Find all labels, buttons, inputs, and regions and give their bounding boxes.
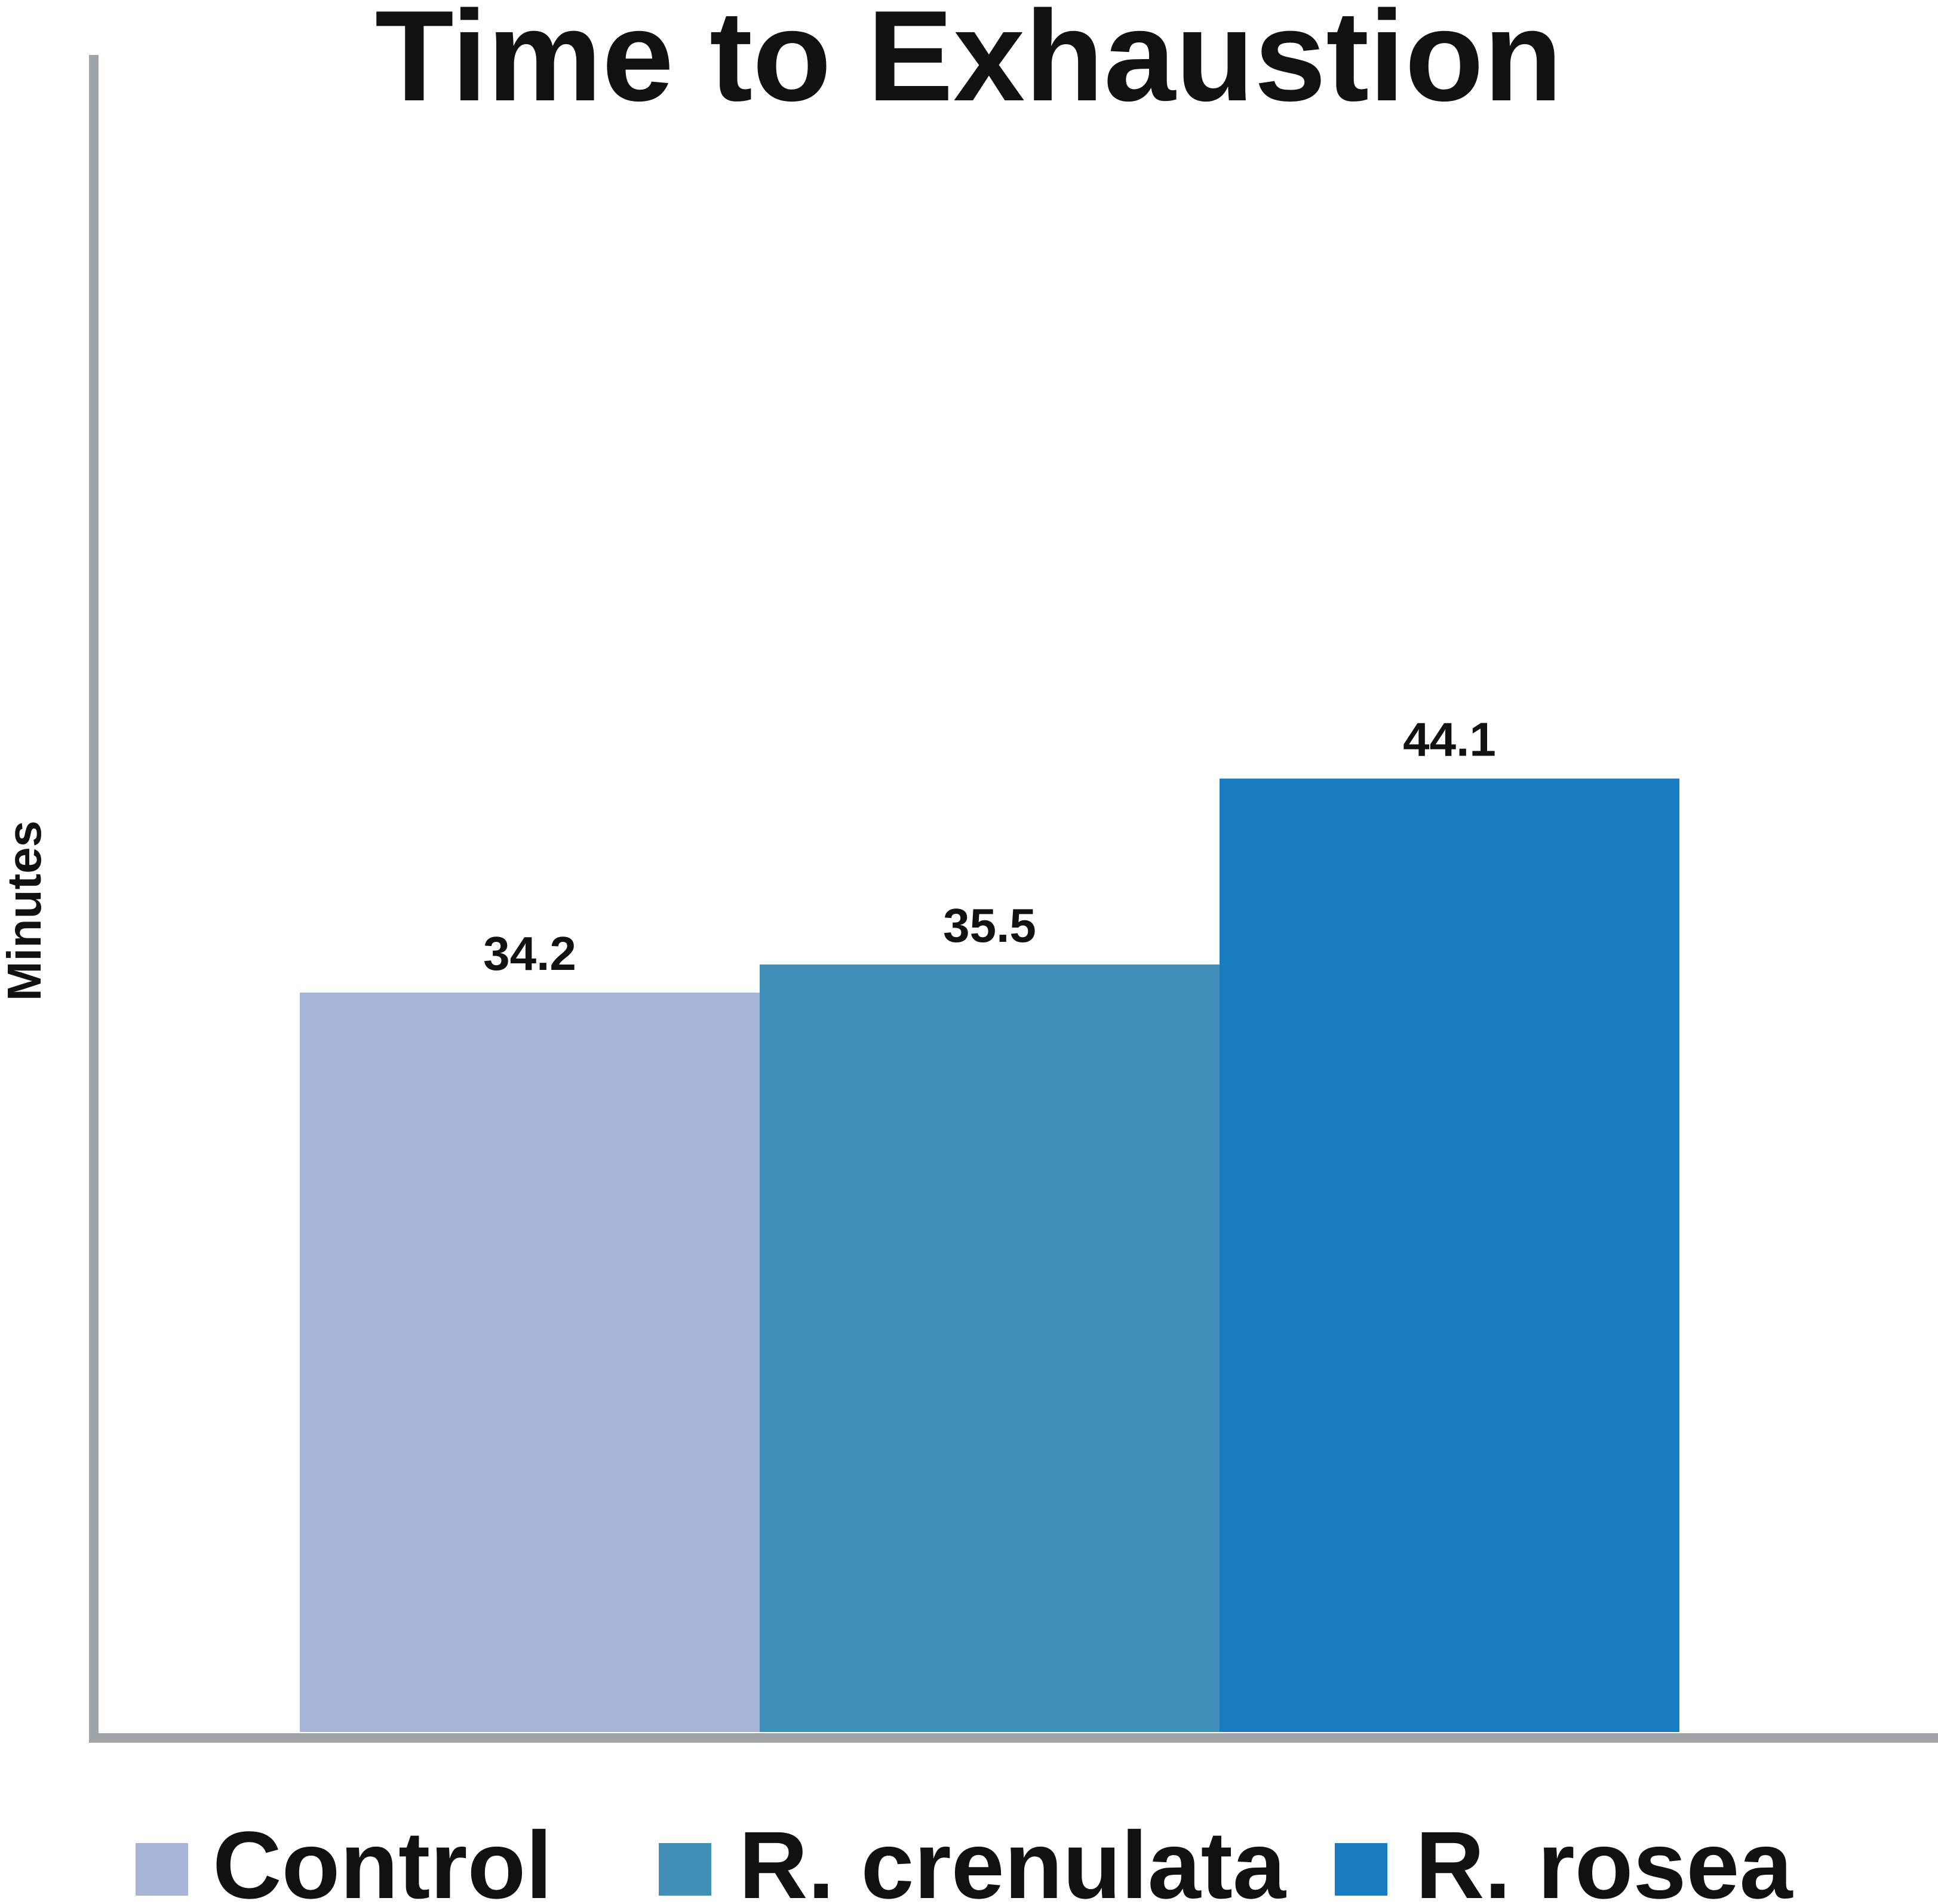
y-axis-label: Minutes — [0, 821, 51, 1001]
data-label: 34.2 — [483, 927, 576, 980]
legend-swatch — [1335, 1843, 1387, 1896]
bar-r-crenulata — [760, 964, 1220, 1732]
data-label: 44.1 — [1403, 713, 1496, 766]
bars-group — [300, 778, 1679, 1732]
bar-control — [300, 992, 760, 1732]
data-label: 35.5 — [943, 899, 1036, 952]
bar-r-rosea — [1220, 778, 1679, 1732]
legend-label: Control — [213, 1811, 552, 1904]
legend-swatch — [659, 1843, 711, 1896]
chart-title: Time to Exhaustion — [375, 0, 1562, 128]
data-labels-group: 34.2 35.5 44.1 — [483, 713, 1496, 980]
legend-label: R. crenulata — [739, 1811, 1286, 1904]
legend-swatch — [136, 1843, 188, 1896]
legend-label: R. rosea — [1415, 1811, 1793, 1904]
legend: Control R. crenulata R. rosea — [136, 1811, 1793, 1904]
